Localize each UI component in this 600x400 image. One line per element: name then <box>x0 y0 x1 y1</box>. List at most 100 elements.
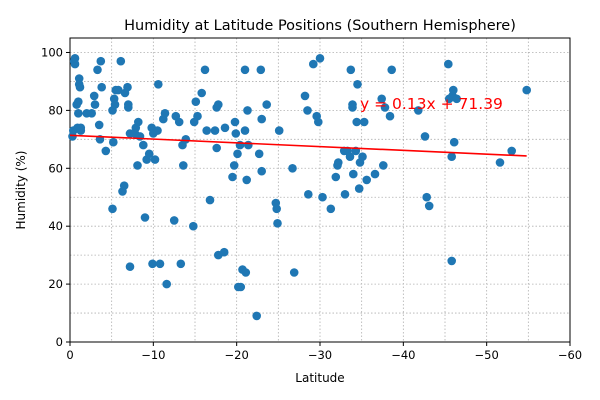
data-point <box>75 82 85 92</box>
data-point <box>387 65 397 75</box>
data-point <box>449 85 458 95</box>
data-point <box>148 259 157 269</box>
data-point <box>90 100 100 109</box>
y-tick-label: 40 <box>48 219 63 233</box>
data-point <box>385 111 395 121</box>
data-point <box>140 213 150 222</box>
data-point <box>447 256 457 266</box>
x-tick-label: −50 <box>475 348 499 362</box>
data-point <box>274 126 284 135</box>
data-point <box>87 109 96 118</box>
data-point <box>349 169 358 179</box>
data-point <box>241 268 251 277</box>
data-point <box>424 201 434 211</box>
data-point <box>179 161 188 170</box>
data-point <box>377 94 387 104</box>
data-point <box>240 65 250 75</box>
data-point <box>370 169 380 179</box>
data-point <box>303 106 312 115</box>
data-point <box>420 132 430 141</box>
data-point <box>123 82 132 92</box>
data-point <box>124 100 133 109</box>
data-point <box>262 100 272 109</box>
data-point <box>379 161 388 170</box>
y-tick-label: 100 <box>41 45 63 59</box>
data-point <box>114 85 123 95</box>
data-point <box>380 103 390 112</box>
data-point <box>135 132 145 141</box>
data-point <box>522 85 531 95</box>
data-point <box>155 259 165 269</box>
data-point <box>189 221 198 231</box>
data-point <box>495 158 505 167</box>
data-point <box>331 172 341 182</box>
data-point <box>304 190 313 199</box>
data-point <box>252 311 261 321</box>
data-point <box>230 117 240 127</box>
axes: 0 −10 −20 −30 −40 −50 −60 0 20 40 60 80 100 <box>41 37 582 362</box>
data-point <box>191 97 201 106</box>
data-point <box>444 59 453 69</box>
data-point <box>220 123 230 133</box>
data-point <box>352 117 362 127</box>
data-point <box>449 137 459 147</box>
grid-lines <box>69 38 571 343</box>
data-point <box>150 155 160 164</box>
x-tick-label: −30 <box>308 348 332 362</box>
x-tick-label: −10 <box>141 348 165 362</box>
data-point <box>242 175 251 185</box>
y-tick-label: 20 <box>48 277 63 291</box>
data-point <box>174 117 184 127</box>
data-point <box>197 88 206 98</box>
data-point <box>219 247 229 257</box>
data-point <box>210 126 220 135</box>
data-point <box>176 259 186 269</box>
x-axis-label: Latitude <box>295 371 344 385</box>
data-point <box>144 149 154 159</box>
data-point <box>133 161 142 170</box>
data-point <box>422 192 432 202</box>
data-point <box>96 56 106 66</box>
x-tick-label: −60 <box>558 348 582 362</box>
data-point <box>94 120 104 130</box>
data-point <box>273 219 282 228</box>
data-point <box>353 80 362 89</box>
data-point <box>346 65 356 75</box>
data-point <box>257 114 267 124</box>
data-point <box>244 140 253 150</box>
x-tick-label: 0 <box>66 348 73 362</box>
data-point <box>76 123 86 133</box>
data-point <box>134 117 143 127</box>
data-point <box>288 164 297 173</box>
data-point <box>318 192 327 202</box>
data-point <box>257 166 267 176</box>
data-point <box>214 100 223 109</box>
data-point <box>231 129 241 138</box>
regression-equation: y = 0.13x + 71.39 <box>360 95 503 113</box>
data-point <box>154 80 163 89</box>
data-point <box>340 190 350 199</box>
data-point <box>229 161 239 170</box>
data-point <box>70 54 80 63</box>
data-point <box>358 152 367 161</box>
data-point <box>193 111 202 121</box>
data-point <box>119 181 129 190</box>
y-tick-label: 60 <box>48 161 63 175</box>
data-point <box>160 109 170 118</box>
data-point <box>272 204 282 214</box>
data-point <box>116 56 126 66</box>
data-point <box>205 195 215 205</box>
y-axis-label: Humidity (%) <box>14 151 28 230</box>
data-point <box>240 126 250 135</box>
data-points <box>68 54 531 321</box>
data-point <box>507 146 516 156</box>
data-point <box>309 59 318 69</box>
data-point <box>200 65 210 75</box>
data-point <box>74 97 83 106</box>
x-tick-label: −20 <box>225 348 249 362</box>
data-point <box>97 82 106 92</box>
data-point <box>108 204 117 214</box>
data-point <box>447 152 457 161</box>
